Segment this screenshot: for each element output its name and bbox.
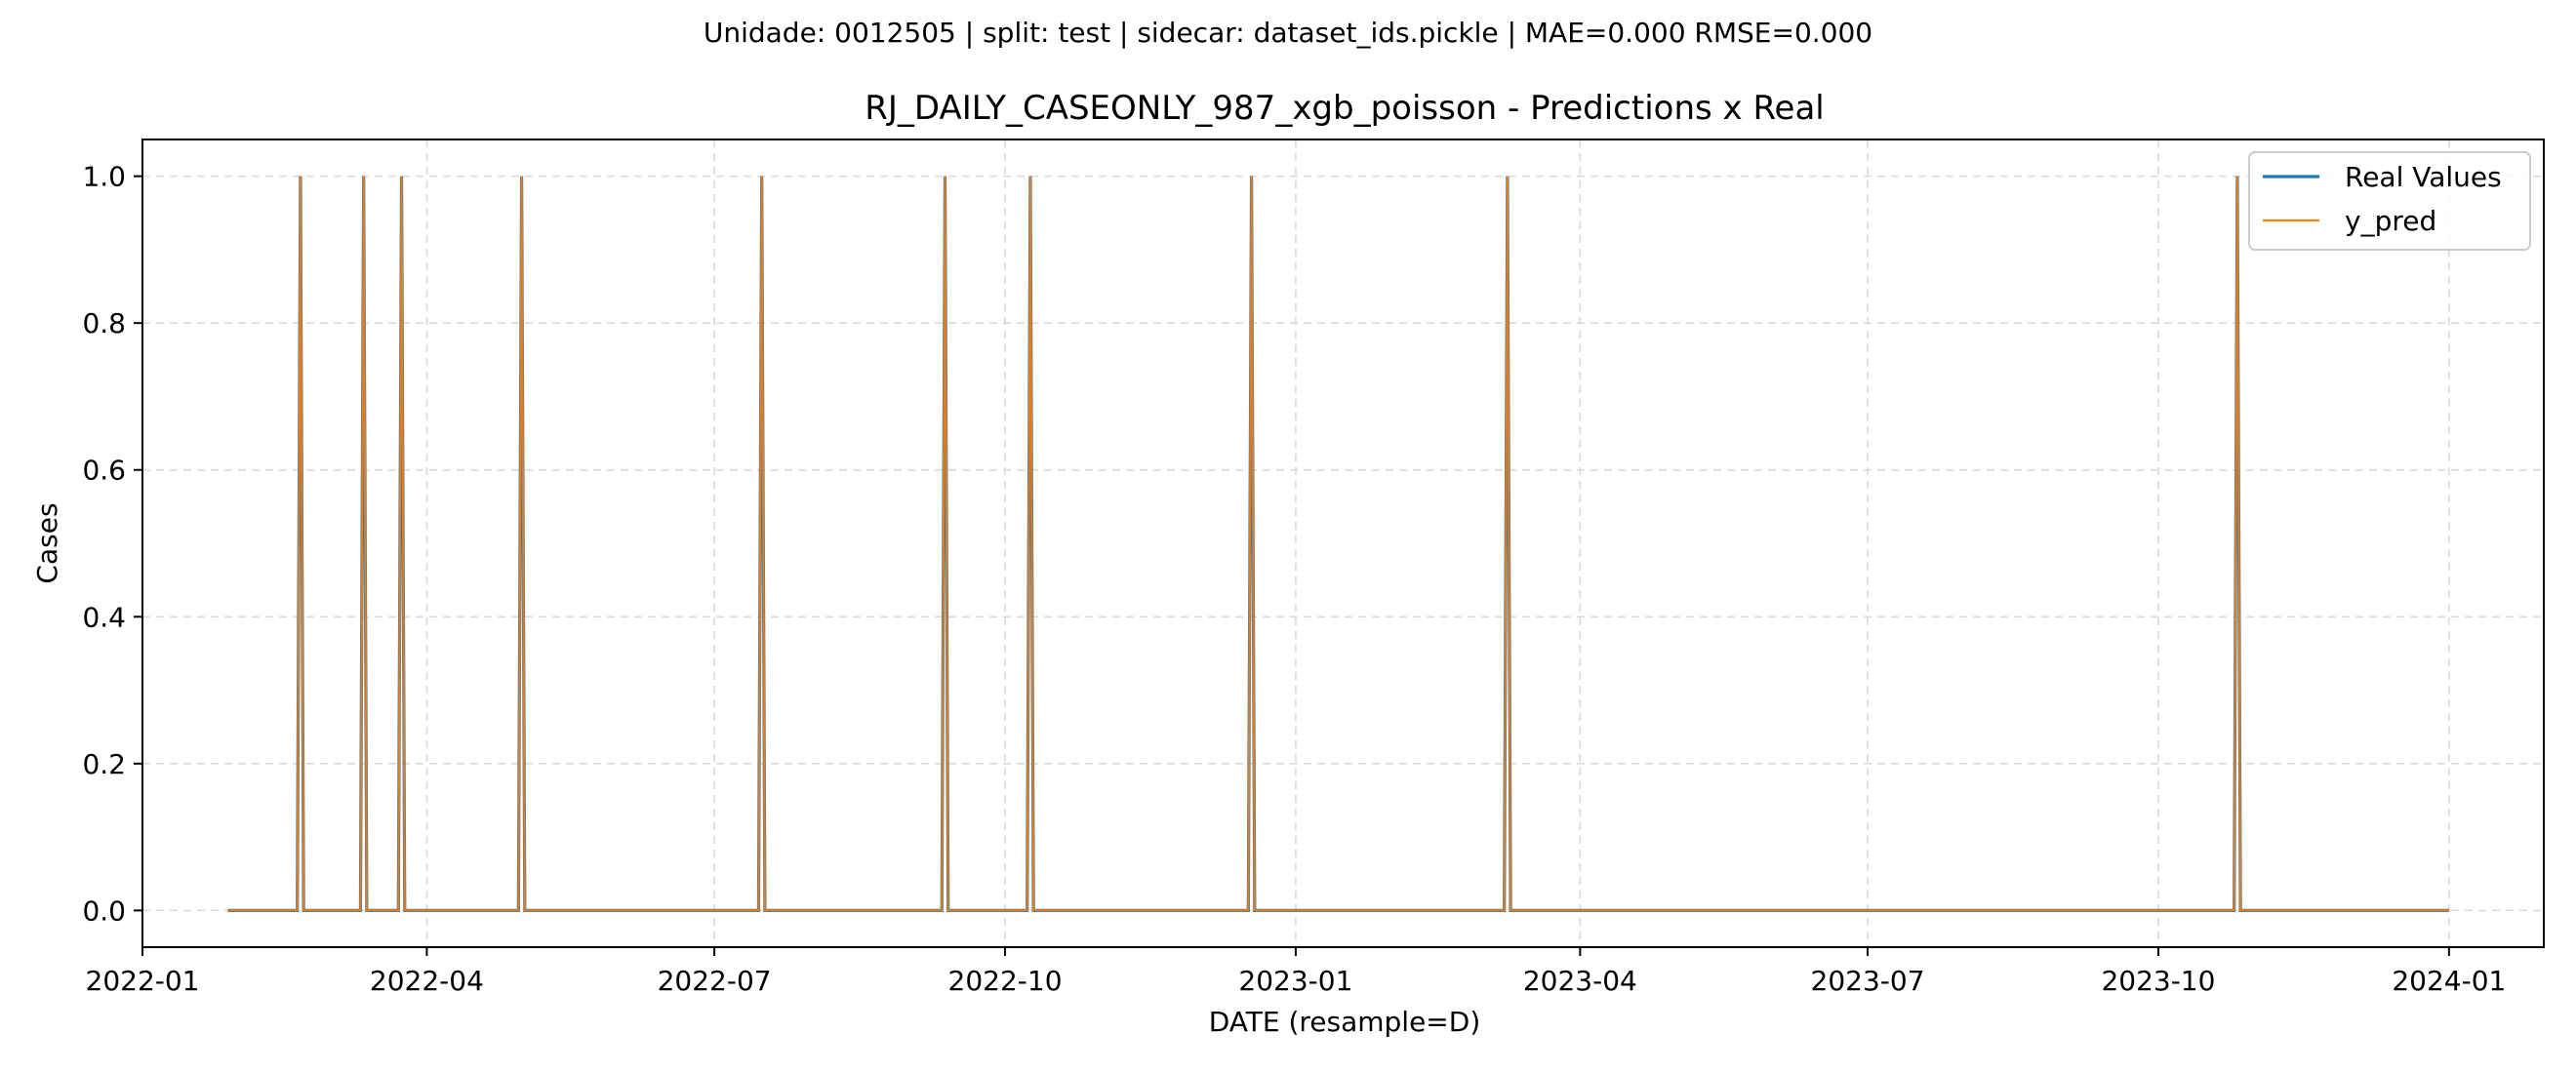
x-tick-label: 2022-01	[86, 965, 200, 997]
legend-label-real-values: Real Values	[2345, 161, 2502, 193]
x-tick-label: 2023-04	[1523, 965, 1637, 997]
y-tick-label: 0.6	[82, 455, 126, 487]
y-tick-label: 0.4	[82, 601, 126, 633]
y-tick-label: 0.8	[82, 307, 126, 339]
plot-frame	[141, 139, 2545, 948]
x-tick-label: 2023-01	[1238, 965, 1352, 997]
series-y-pred-line	[227, 176, 2449, 912]
legend-label-y-pred: y_pred	[2345, 205, 2436, 237]
y-axis-label: Cases	[31, 502, 63, 583]
x-axis-label: DATE (resample=D)	[1209, 1006, 1481, 1038]
y-tick-label: 0.2	[82, 748, 126, 780]
series-real-values-line	[227, 176, 2449, 912]
series-layer	[227, 176, 2449, 912]
x-axis-ticks: 2022-01 2022-04 2022-07 2022-10 2023-01 2023-…	[86, 947, 2506, 997]
legend: Real Values y_pred	[2248, 151, 2531, 251]
x-tick-label: 2022-10	[948, 965, 1063, 997]
y-axis-ticks: 0.0 0.2 0.4 0.6 0.8 1.0	[82, 161, 142, 927]
x-tick-label: 2023-07	[1811, 965, 1925, 997]
chart-title: RJ_DAILY_CASEONLY_987_xgb_poisson - Pred…	[865, 89, 1825, 128]
y-tick-label: 1.0	[82, 161, 126, 193]
x-tick-label: 2024-01	[2392, 965, 2506, 997]
y-tick-label: 0.0	[82, 894, 126, 927]
figure-suptitle: Unidade: 0012505 | split: test | sidecar…	[704, 17, 1872, 49]
x-tick-label: 2022-07	[658, 965, 772, 997]
x-tick-label: 2022-04	[370, 965, 484, 997]
grid-lines	[141, 139, 2544, 947]
x-tick-label: 2023-10	[2101, 965, 2215, 997]
